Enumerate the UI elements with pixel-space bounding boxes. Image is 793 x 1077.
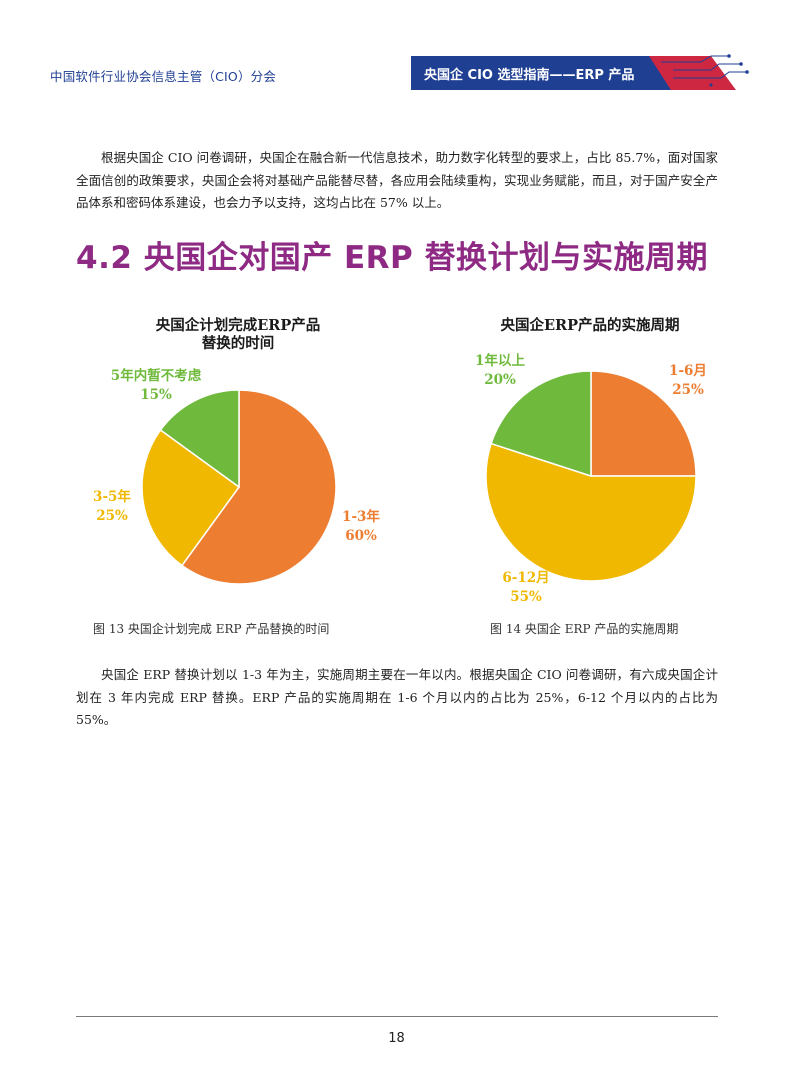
chart2-label-slice2-percent: 55% xyxy=(510,589,542,605)
chart1-label-slice1-name: 1-3年 xyxy=(342,509,380,525)
footer-divider xyxy=(76,1016,718,1017)
chart2-label-slice3-percent: 20% xyxy=(484,372,516,388)
chart2-slice-1 xyxy=(590,370,697,477)
chart1-label-slice1-percent: 60% xyxy=(345,528,377,544)
chart1-title: 央国企计划完成ERP产品 替换的时间 xyxy=(128,317,348,353)
chart2-label-slice2-name: 6-12月 xyxy=(502,570,550,586)
chart2-label-slice1: 1-6月 25% xyxy=(658,362,718,400)
chart1-title-line1: 央国企计划完成ERP产品 xyxy=(155,317,321,334)
chart2-title: 央国企ERP产品的实施周期 xyxy=(470,317,710,335)
header-organization: 中国软件行业协会信息主管（CIO）分会 xyxy=(50,69,277,84)
circuit-dots-decoration xyxy=(709,54,749,87)
chart1-title-line2: 替换的时间 xyxy=(201,335,275,352)
chart1-label-slice3-name: 5年内暂不考虑 xyxy=(110,368,202,384)
chart1-label-slice1: 1-3年 60% xyxy=(332,508,390,546)
chart2-label-slice1-name: 1-6月 xyxy=(669,363,707,379)
chart1-slice-2 xyxy=(141,428,241,567)
chart1-label-slice3: 5年内暂不考虑 15% xyxy=(96,367,216,405)
chart2-pie xyxy=(485,370,697,582)
intro-paragraph: 根据央国企 CIO 问卷调研，央国企在融合新一代信息技术，助力数字化转型的要求上… xyxy=(76,150,718,210)
chart1-pie xyxy=(141,389,337,585)
chart2-label-slice3-name: 1年以上 xyxy=(475,353,525,369)
chart2-label-slice1-percent: 25% xyxy=(672,382,704,398)
chart1-slice-1 xyxy=(180,389,337,585)
chart2-label-slice2: 6-12月 55% xyxy=(496,569,556,607)
page-number: 18 xyxy=(388,1031,405,1046)
chart1-slice-3 xyxy=(159,389,240,489)
summary-paragraph-block: 央国企 ERP 替换计划以 1-3 年为主，实施周期主要在一年以内。根据央国企 … xyxy=(76,664,718,732)
chart2-caption: 图 14 央国企 ERP 产品的实施周期 xyxy=(490,622,679,636)
summary-paragraph: 央国企 ERP 替换计划以 1-3 年为主，实施周期主要在一年以内。根据央国企 … xyxy=(76,667,718,727)
circuit-lines-decoration xyxy=(661,55,747,79)
chart1-label-slice2: 3-5年 25% xyxy=(82,488,142,526)
intro-paragraph-block: 根据央国企 CIO 问卷调研，央国企在融合新一代信息技术，助力数字化转型的要求上… xyxy=(76,147,718,215)
chart2-label-slice3: 1年以上 20% xyxy=(460,352,540,390)
chart2-title-line1: 央国企ERP产品的实施周期 xyxy=(500,317,680,334)
chart1-label-slice2-name: 3-5年 xyxy=(93,489,131,505)
chart1-label-slice2-percent: 25% xyxy=(96,508,128,524)
section-title: 4.2 央国企对国产 ERP 替换计划与实施周期 xyxy=(76,240,709,276)
chart2-slice-2 xyxy=(485,442,697,582)
header-banner-shape xyxy=(411,56,671,90)
header-banner-title: 央国企 CIO 选型指南——ERP 产品 xyxy=(424,68,635,83)
header-banner xyxy=(411,54,749,90)
chart1-caption: 图 13 央国企计划完成 ERP 产品替换的时间 xyxy=(93,622,330,636)
chart2-slice-3 xyxy=(490,370,592,478)
chart1-label-slice3-percent: 15% xyxy=(140,387,172,403)
